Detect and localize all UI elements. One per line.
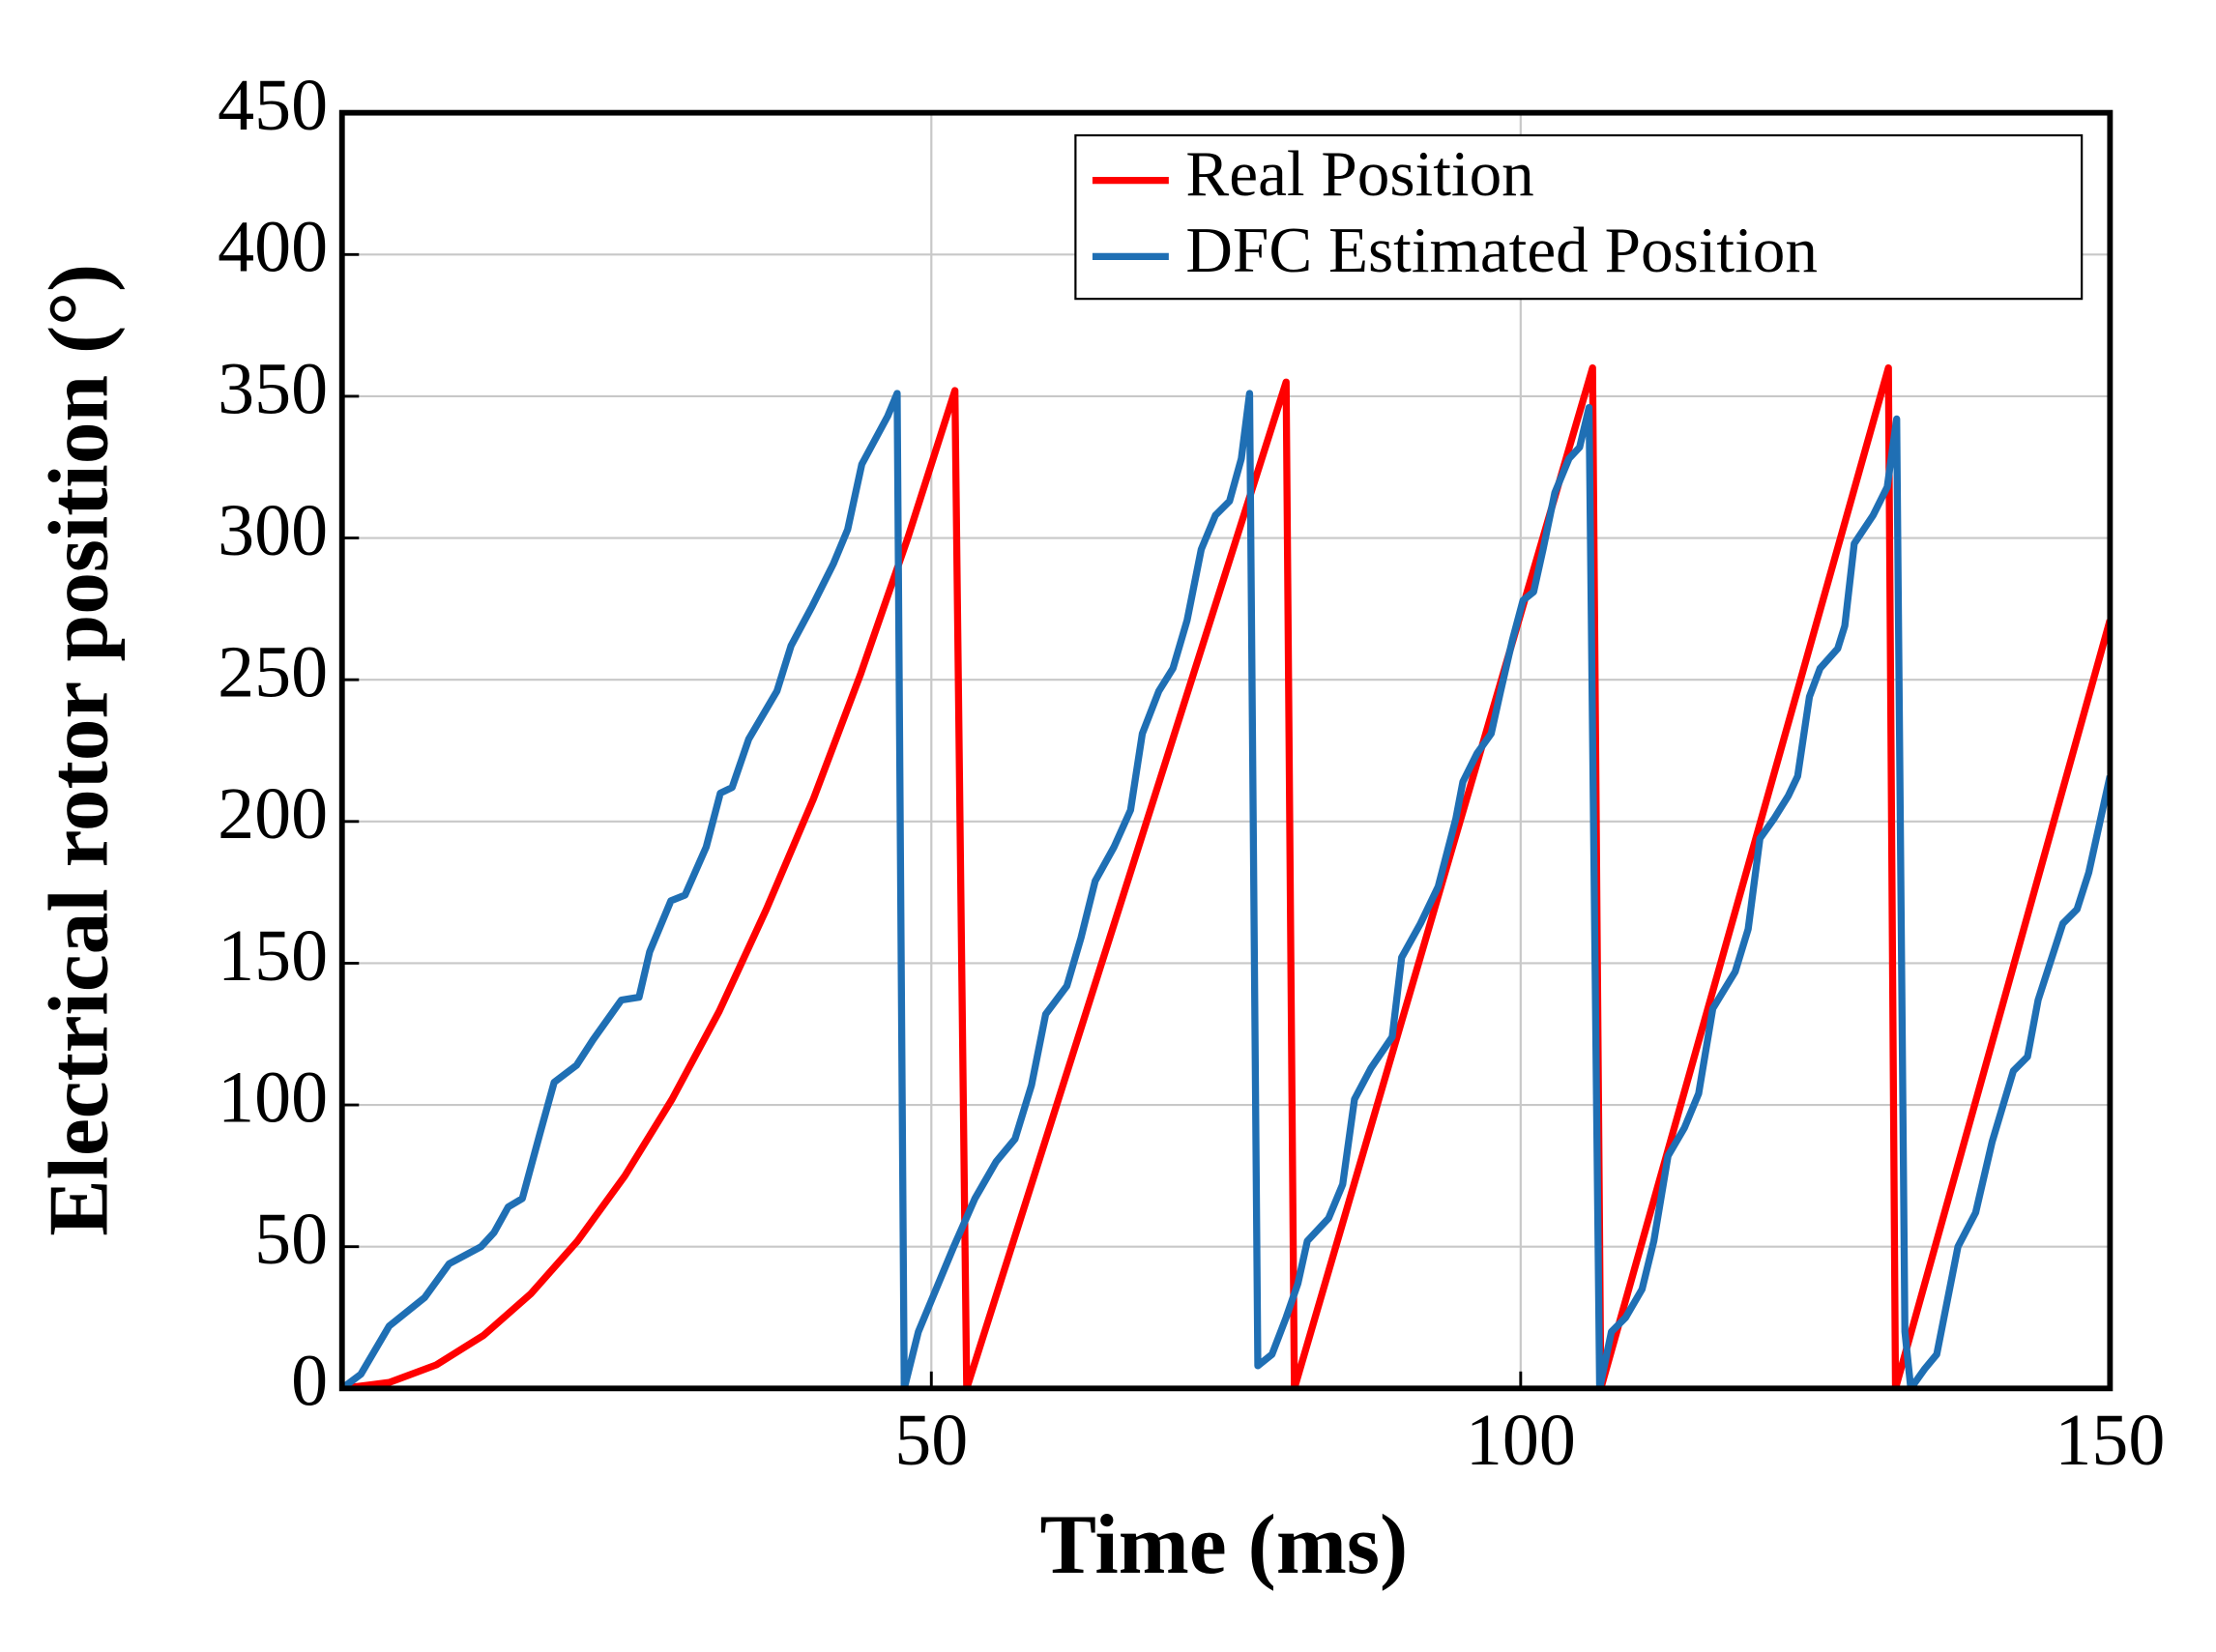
y-tick-label: 450 — [218, 65, 328, 146]
y-axis-label: Electrical rotor position (°) — [32, 264, 126, 1236]
y-tick-label: 350 — [218, 348, 328, 429]
plot-frame — [338, 109, 2114, 1392]
y-tick-label: 100 — [218, 1058, 328, 1139]
y-tick-label: 0 — [291, 1341, 328, 1422]
y-tick-label: 250 — [218, 632, 328, 713]
x-tick-label: 50 — [894, 1400, 968, 1481]
x-tick-label: 100 — [1466, 1400, 1576, 1481]
y-tick-label: 50 — [254, 1199, 328, 1280]
legend-label: DFC Estimated Position — [1185, 214, 1818, 286]
y-tick-label: 150 — [218, 915, 328, 997]
y-tick-label: 300 — [218, 490, 328, 571]
series-line — [341, 363, 2111, 1389]
y-tick-label: 200 — [218, 773, 328, 855]
series-line — [341, 390, 2111, 1389]
y-tick-label: 400 — [218, 207, 328, 288]
legend-box — [1074, 133, 2084, 301]
legend-label: Real Position — [1185, 137, 1533, 210]
x-tick-label: 150 — [2055, 1400, 2165, 1481]
x-axis-label: Time (ms) — [1040, 1497, 1409, 1591]
